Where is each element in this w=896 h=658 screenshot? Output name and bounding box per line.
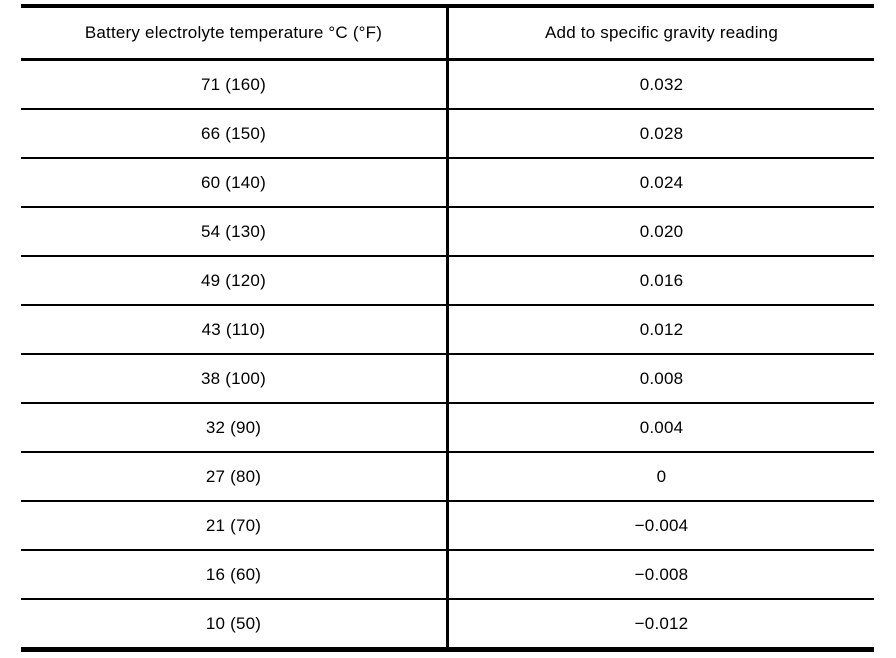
temperature-cell: 49 (120)	[21, 256, 449, 306]
correction-cell: 0.012	[447, 305, 874, 355]
temperature-cell: 60 (140)	[21, 158, 449, 208]
table-row: 16 (60) −0.008	[21, 550, 874, 600]
temperature-cell: 32 (90)	[21, 403, 449, 453]
correction-cell: −0.004	[447, 501, 874, 551]
table-row: 27 (80) 0	[21, 452, 874, 502]
table-row: 32 (90) 0.004	[21, 403, 874, 453]
correction-cell: 0.016	[447, 256, 874, 306]
column-header-temperature: Battery electrolyte temperature °C (°F)	[21, 6, 449, 61]
correction-cell: 0.024	[447, 158, 874, 208]
temperature-cell: 10 (50)	[21, 599, 449, 650]
correction-cell: 0	[447, 452, 874, 502]
table-row: 10 (50) −0.012	[21, 599, 874, 650]
column-header-correction: Add to specific gravity reading	[447, 6, 874, 61]
temperature-cell: 16 (60)	[21, 550, 449, 600]
correction-cell: −0.008	[447, 550, 874, 600]
table-row: 54 (130) 0.020	[21, 207, 874, 257]
correction-cell: −0.012	[634, 613, 689, 633]
temperature-cell: 54 (130)	[21, 207, 449, 257]
temperature-cell: 66 (150)	[21, 109, 449, 159]
table-row: 21 (70) −0.004	[21, 501, 874, 551]
table-header-row: Battery electrolyte temperature °C (°F) …	[21, 6, 874, 61]
table-row: 66 (150) 0.028	[21, 109, 874, 159]
table-row: 71 (160) 0.032	[21, 59, 874, 110]
correction-cell: 0.020	[447, 207, 874, 257]
temperature-cell: 21 (70)	[21, 501, 449, 551]
temperature-cell: 27 (80)	[21, 452, 449, 502]
temperature-cell: 71 (160)	[21, 59, 449, 110]
table-row: 43 (110) 0.012	[21, 305, 874, 355]
table-row: 60 (140) 0.024	[21, 158, 874, 208]
correction-cell: 0.028	[447, 109, 874, 159]
correction-cell: 0.008	[447, 354, 874, 404]
temperature-cell: 43 (110)	[21, 305, 449, 355]
temperature-cell: 38 (100)	[21, 354, 449, 404]
table-row: 49 (120) 0.016	[21, 256, 874, 306]
table-row: 38 (100) 0.008	[21, 354, 874, 404]
correction-cell: 0.004	[447, 403, 874, 453]
correction-cell: 0.032	[447, 59, 874, 110]
temperature-correction-table: Battery electrolyte temperature °C (°F) …	[21, 4, 874, 652]
